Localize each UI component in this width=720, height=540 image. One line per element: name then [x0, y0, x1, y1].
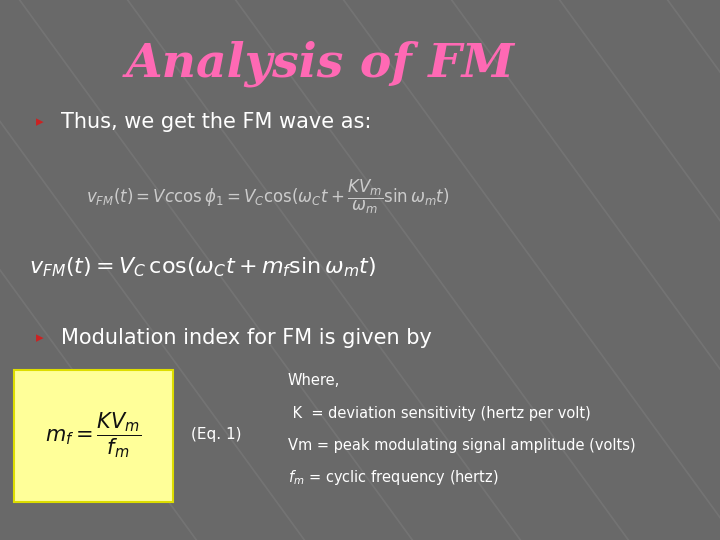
Text: ▸: ▸: [36, 330, 43, 345]
Text: $f_m$ = cyclic frequency (hertz): $f_m$ = cyclic frequency (hertz): [288, 468, 499, 488]
Text: K  = deviation sensitivity (hertz per volt): K = deviation sensitivity (hertz per vol…: [288, 406, 590, 421]
Text: ▸: ▸: [36, 114, 43, 129]
Text: Thus, we get the FM wave as:: Thus, we get the FM wave as:: [61, 111, 372, 132]
Text: Modulation index for FM is given by: Modulation index for FM is given by: [61, 327, 432, 348]
Text: $v_{FM}(t) = Vc\cos\phi_1 = V_C\cos(\omega_C t + \dfrac{KV_m}{\omega_m}\sin\omeg: $v_{FM}(t) = Vc\cos\phi_1 = V_C\cos(\ome…: [86, 178, 450, 216]
Text: Vm = peak modulating signal amplitude (volts): Vm = peak modulating signal amplitude (v…: [288, 438, 636, 453]
Text: $m_f = \dfrac{KV_m}{f_m}$: $m_f = \dfrac{KV_m}{f_m}$: [45, 410, 142, 460]
Text: $v_{FM}(t) = V_C\,\cos(\omega_C t + m_f\sin\omega_m t)$: $v_{FM}(t) = V_C\,\cos(\omega_C t + m_f\…: [29, 255, 376, 279]
FancyBboxPatch shape: [14, 370, 173, 502]
Text: (Eq. 1): (Eq. 1): [191, 427, 241, 442]
Text: Analysis of FM: Analysis of FM: [126, 40, 515, 87]
Text: Where,: Where,: [288, 373, 341, 388]
